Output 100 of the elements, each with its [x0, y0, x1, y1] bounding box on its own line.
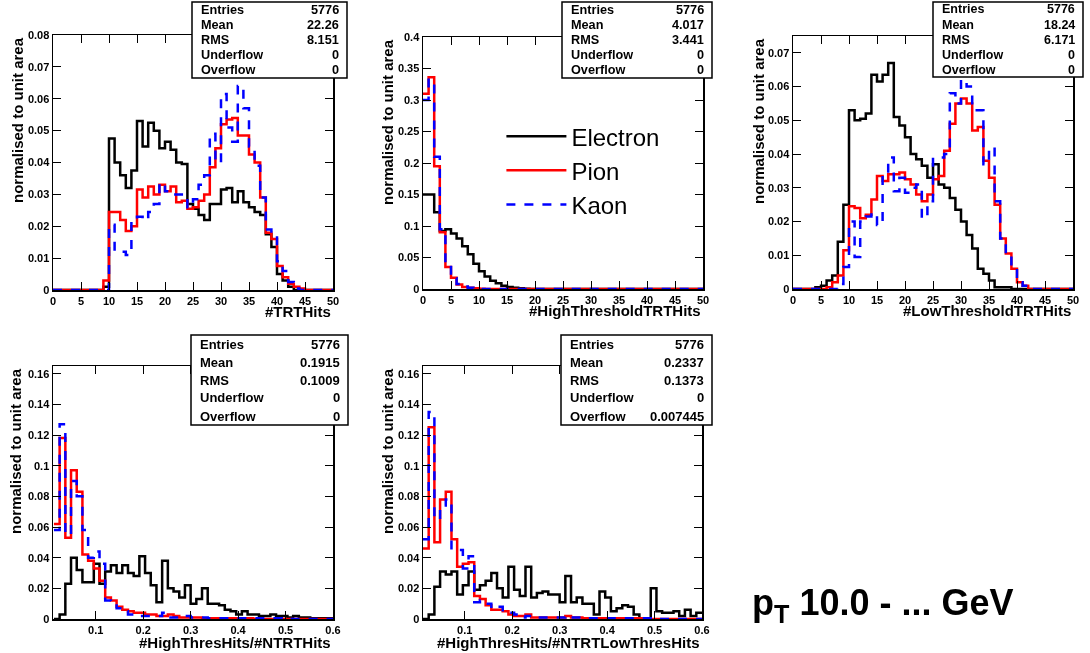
y-tick-label: 0.05 — [27, 124, 50, 137]
y-tick-label: 0.1 — [34, 459, 50, 472]
text: Entries 5776 — [942, 2, 1075, 16]
x-tick-label: 45 — [668, 293, 682, 306]
y-tick-label: 0.25 — [397, 125, 420, 138]
y-tick-label: 0.02 — [27, 582, 50, 595]
y-tick-label: 0.08 — [27, 28, 50, 41]
x-tick-label: 10 — [102, 294, 116, 307]
text: RMS 6.171 — [942, 33, 1076, 47]
x-tick-label: 5 — [447, 293, 455, 306]
x-tick-label: 0.1 — [457, 623, 473, 636]
text: Underflow 0 — [200, 390, 341, 405]
y-tick-label: 0.2 — [404, 156, 420, 169]
y-tick-label: 0.02 — [397, 582, 420, 595]
y-tick-label: 0.3 — [404, 93, 420, 106]
x-tick-label: 10 — [472, 293, 486, 306]
x-tick-label: 0.4 — [230, 623, 247, 636]
x-tick-label: 30 — [584, 293, 598, 306]
x-tick-label: 0.3 — [182, 623, 199, 636]
x-tick-label: 20 — [898, 293, 912, 306]
y-tick-label: 0 — [413, 612, 420, 625]
x-tick-label: 40 — [270, 294, 284, 307]
y-tick-label: 0.05 — [767, 114, 790, 127]
y-tick-label: 0.12 — [397, 428, 420, 441]
text: Entries 5776 — [571, 3, 705, 17]
y-tick-label: 0.12 — [27, 428, 50, 441]
y-tick-label: 0 — [43, 612, 50, 625]
x-tick-label: 10 — [842, 293, 856, 306]
y-tick-label: 0.07 — [27, 60, 50, 73]
y-tick-label: 0.08 — [27, 490, 50, 503]
y-tick-label: 0.07 — [767, 46, 790, 59]
x-tick-label: 0.6 — [325, 623, 341, 636]
x-axis-title: #HighThresHits/#NTRTHits — [139, 634, 331, 651]
x-tick-label: 35 — [612, 293, 626, 306]
text: Overflow 0.007445 — [570, 409, 705, 424]
text: Mean 22.26 — [201, 18, 339, 32]
y-tick-label: 0.16 — [27, 367, 50, 380]
y-tick-label: 0.35 — [397, 62, 420, 75]
y-tick-label: 0.02 — [767, 215, 790, 228]
x-tick-label: 0.4 — [599, 623, 616, 636]
text: Overflow 0 — [942, 63, 1075, 77]
y-axis-title: normalised to unit area — [750, 38, 767, 204]
y-tick-label: 0.08 — [397, 490, 420, 503]
text: Mean 4.017 — [571, 18, 704, 32]
y-axis-title: normalised to unit area — [379, 39, 396, 205]
y-tick-label: 0.01 — [27, 251, 50, 264]
x-tick-label: 0.3 — [552, 623, 568, 636]
x-tick-label: 0.5 — [277, 623, 294, 636]
text: Overflow 0 — [571, 63, 705, 77]
y-tick-label: 0 — [413, 282, 420, 295]
y-tick-label: 0.1 — [404, 219, 420, 232]
x-tick-label: 25 — [926, 293, 940, 306]
y-tick-label: 0.04 — [27, 551, 51, 564]
x-tick-label: 15 — [130, 294, 144, 307]
text: Mean 18.24 — [942, 18, 1076, 32]
legend-label: Electron — [571, 123, 660, 151]
y-tick-label: 0.16 — [397, 367, 420, 380]
text: Entries 5776 — [201, 3, 340, 17]
text: Entries 5776 — [200, 337, 340, 352]
x-axis-title: #HighThresHits/#NTRTLowThresHits — [437, 634, 700, 651]
y-axis-title: normalised to unit area — [9, 37, 26, 203]
x-tick-label: 40 — [640, 293, 654, 306]
legend-label: Pion — [571, 157, 620, 185]
x-tick-label: 25 — [556, 293, 570, 306]
text: Overflow 0 — [200, 409, 341, 424]
x-tick-label: 0.1 — [88, 623, 104, 636]
y-tick-label: 0.01 — [767, 249, 790, 262]
y-tick-label: 0.06 — [767, 80, 790, 93]
x-tick-label: 25 — [186, 294, 200, 307]
x-tick-label: 50 — [326, 294, 340, 307]
x-tick-label: 40 — [1010, 293, 1024, 306]
y-tick-label: 0 — [43, 283, 50, 296]
text: RMS 0.1009 — [200, 373, 340, 388]
x-tick-label: 0.2 — [504, 623, 520, 636]
x-tick-label: 0.5 — [646, 623, 663, 636]
text: RMS 3.441 — [571, 33, 704, 47]
y-tick-label: 0.15 — [397, 188, 420, 201]
y-tick-label: 0.06 — [27, 520, 50, 533]
text: Overflow 0 — [201, 63, 340, 77]
text: Entries 5776 — [570, 337, 704, 352]
x-tick-label: 45 — [1038, 293, 1052, 306]
x-tick-label: 45 — [298, 294, 312, 307]
x-tick-label: 0.2 — [135, 623, 151, 636]
x-tick-label: 20 — [528, 293, 542, 306]
y-tick-label: 0.05 — [397, 251, 420, 264]
x-tick-label: 15 — [870, 293, 884, 306]
y-tick-label: 0.14 — [27, 398, 51, 411]
legend-label: Kaon — [571, 191, 628, 219]
x-tick-label: 35 — [982, 293, 996, 306]
y-tick-label: 0 — [783, 282, 790, 295]
text: RMS 8.151 — [201, 33, 339, 47]
y-tick-label: 0.04 — [27, 156, 51, 169]
x-tick-label: 5 — [817, 293, 825, 306]
x-tick-label: 15 — [500, 293, 514, 306]
text: Underflow 0 — [942, 48, 1075, 62]
y-tick-label: 0.04 — [767, 147, 791, 160]
y-tick-label: 0.14 — [397, 398, 421, 411]
y-axis-title: normalised to unit area — [7, 368, 24, 534]
text: Underflow 0 — [201, 48, 340, 62]
x-tick-label: 30 — [954, 293, 968, 306]
